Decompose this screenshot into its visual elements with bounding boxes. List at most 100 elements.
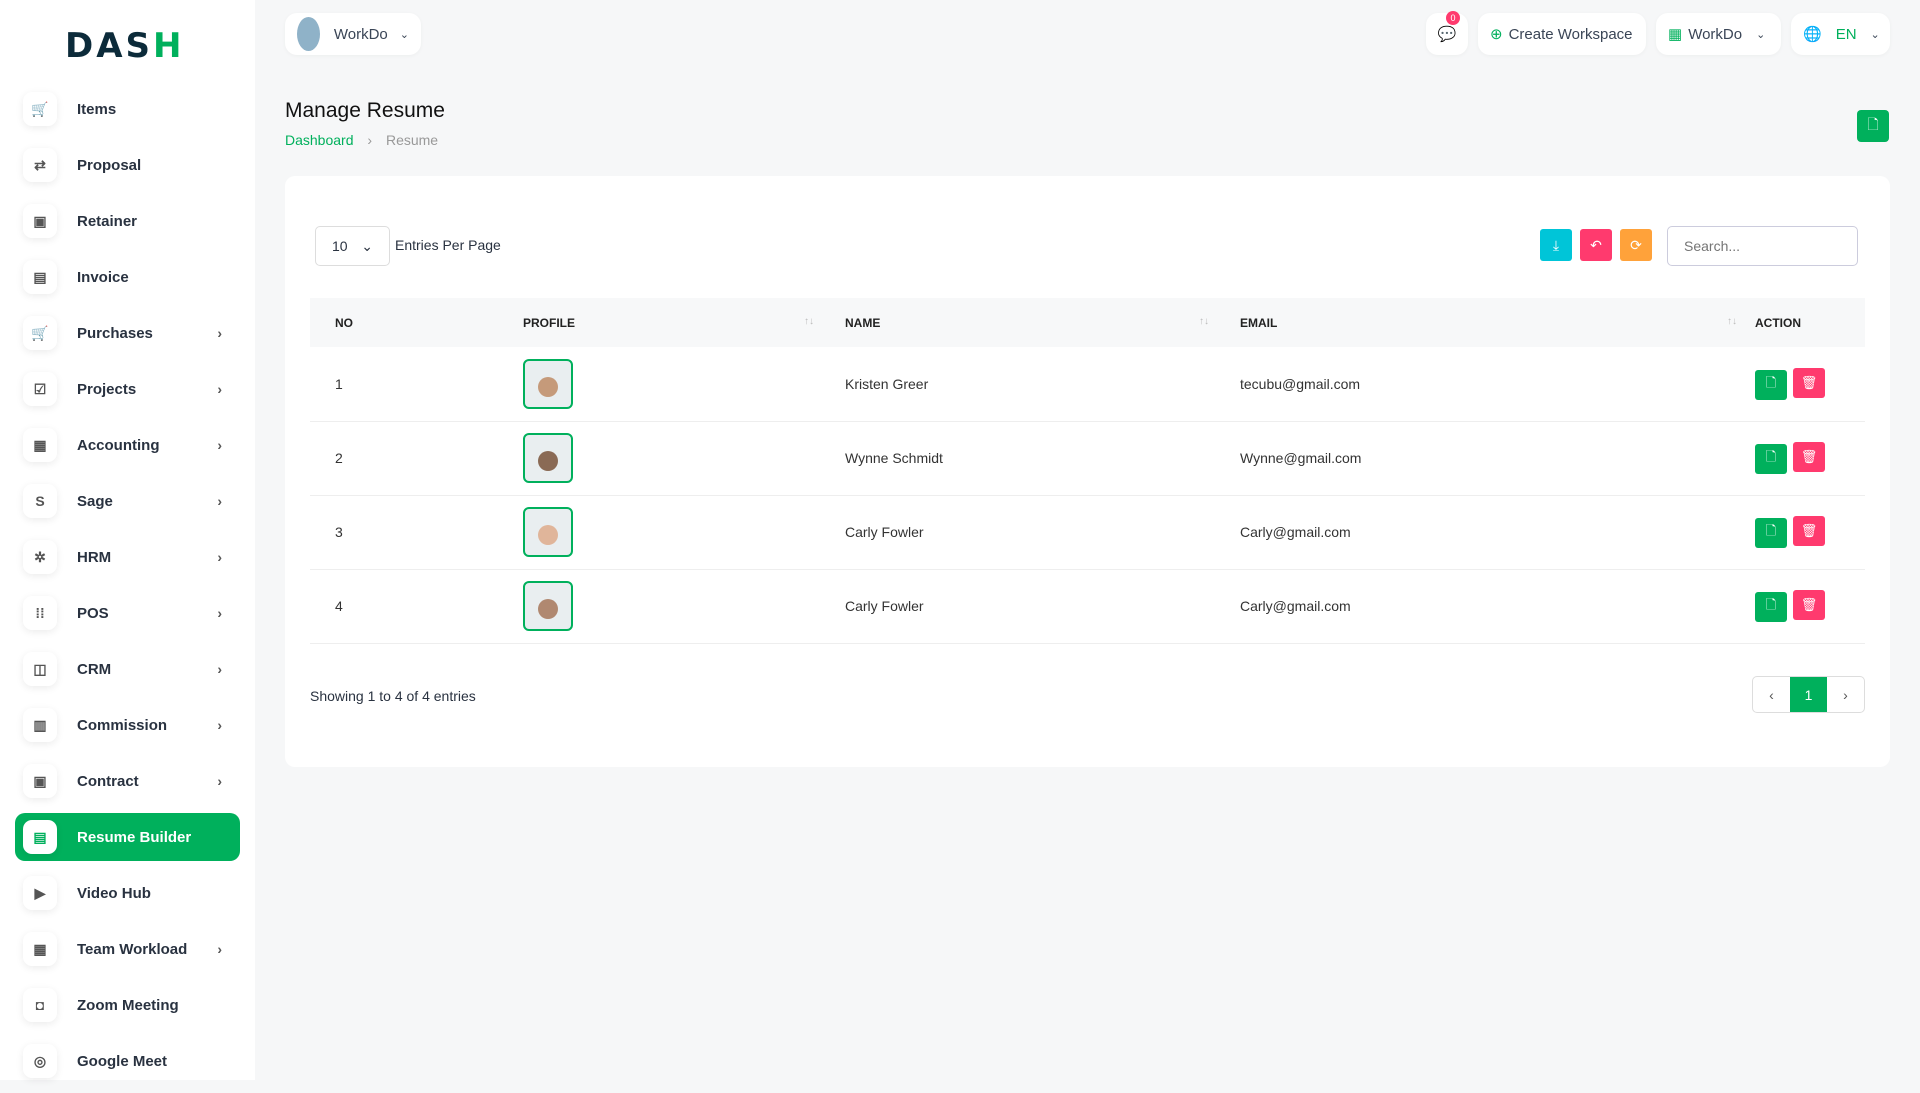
chevron-right-icon: › [217,325,222,341]
sidebar-item-crm[interactable]: ◫ CRM › [15,645,240,693]
row-no: 3 [310,495,498,570]
sidebar-item-label: POS [77,604,109,622]
workspace-name: WorkDo [333,25,388,43]
page-title: Manage Resume [285,99,445,122]
view-resume-button[interactable]: 🗋 [1755,369,1787,400]
layers-icon: ◫ [23,652,57,686]
delete-button[interactable]: 🗑 [1793,590,1825,620]
create-workspace-button[interactable]: ⊕ Create Workspace [1478,13,1646,55]
search-input[interactable] [1667,226,1858,266]
sidebar-item-pos[interactable]: ⁞⁞ POS › [15,589,240,637]
view-resume-button[interactable]: 🗋 [1755,518,1787,548]
workspace-switcher[interactable]: WorkDo ⌄ [285,13,421,55]
row-profile [498,347,820,422]
view-resume-button[interactable]: 🗋 [1755,444,1787,474]
col-no[interactable]: NO [310,298,498,347]
col-email-label: EMAIL [1240,315,1278,330]
undo-icon: ↶ [1590,236,1602,253]
col-profile[interactable]: PROFILE ↑↓ [498,298,820,347]
sidebar-item-label: Zoom Meeting [77,996,179,1014]
chevron-right-icon: › [217,493,222,509]
col-name[interactable]: NAME ↑↓ [820,298,1215,347]
table-row: 2 Wynne Schmidt Wynne@gmail.com 🗋 🗑 [310,421,1865,496]
video-icon: ▶ [23,876,57,910]
row-email: Carly@gmail.com [1215,495,1743,570]
page-1-button[interactable]: 1 [1790,677,1827,712]
row-no: 1 [310,347,498,422]
create-resume-button[interactable]: 🗋 [1857,110,1889,142]
row-email: tecubu@gmail.com [1215,347,1743,422]
download-icon: ⤓ [1552,236,1560,253]
sidebar-item-sage[interactable]: S Sage › [15,477,240,525]
sidebar-item-projects[interactable]: ☑ Projects › [15,365,240,413]
language-selector[interactable]: 🌐 EN ⌄ [1791,13,1890,55]
sidebar-item-label: Purchases [77,324,153,342]
col-name-label: NAME [845,315,881,330]
sidebar-item-zoom-meeting[interactable]: ◘ Zoom Meeting [15,981,240,1029]
save-icon: ▣ [23,204,57,238]
sidebar-item-hrm[interactable]: ✲ HRM › [15,533,240,581]
sidebar-item-video-hub[interactable]: ▶ Video Hub [15,869,240,917]
sidebar-item-accounting[interactable]: ▦ Accounting › [15,421,240,469]
apps-icon: ▦ [1668,26,1683,43]
sidebar-item-label: CRM [77,660,112,678]
entries-per-page-select[interactable]: 10 ⌄ [315,226,390,266]
reload-button[interactable]: ⟳ [1620,229,1652,261]
row-profile [498,569,820,644]
cart-icon: 🛒 [23,316,57,350]
view-resume-button[interactable]: 🗋 [1755,592,1787,622]
sidebar-item-label: Resume Builder [77,828,192,846]
calculator-icon: ▥ [23,708,57,742]
sidebar-item-invoice[interactable]: ▤ Invoice [15,253,240,301]
avatar [523,581,573,631]
sidebar-item-proposal[interactable]: ⇄ Proposal [15,141,240,189]
chevron-down-icon: ⌄ [361,237,373,254]
chevron-down-icon: ⌄ [1756,28,1766,41]
workspace-menu-label: WorkDo [1688,25,1743,43]
sidebar-item-commission[interactable]: ▥ Commission › [15,701,240,749]
delete-button[interactable]: 🗑 [1793,367,1825,398]
reset-button[interactable]: ↶ [1580,229,1612,261]
topbar: WorkDo ⌄ 💬 0 ⊕ Create Workspace ▦ WorkDo… [285,11,1890,57]
sidebar-item-team-workload[interactable]: ▦ Team Workload › [15,925,240,973]
sidebar-item-google-meet[interactable]: ◎ Google Meet [15,1037,240,1085]
next-page-button[interactable]: › [1843,686,1848,703]
delete-button[interactable]: 🗑 [1793,516,1825,546]
breadcrumb-current: Resume [385,132,439,148]
sidebar: DASH 🛒 Items ⇄ Proposal ▣ Retainer ▤ Invoice 🛒 Pu… [0,0,255,1080]
language-label: EN [1835,25,1857,43]
breadcrumb-dashboard[interactable]: Dashboard [285,132,354,148]
sidebar-item-label: Team Workload [77,940,188,958]
sidebar-item-label: Items [77,100,117,118]
file-icon: 🗋 [1867,116,1879,132]
chevron-right-icon: › [217,717,222,733]
workspace-menu[interactable]: ▦ WorkDo ⌄ [1656,13,1781,55]
messages-button[interactable]: 💬 0 [1426,11,1468,55]
breadcrumb: Dashboard › Resume [285,132,438,148]
sidebar-item-label: Video Hub [77,884,151,902]
sidebar-item-resume-builder[interactable]: ▤ Resume Builder [15,813,240,861]
chevron-right-icon: › [217,605,222,621]
chevron-right-icon: › [217,661,222,677]
sidebar-item-purchases[interactable]: 🛒 Purchases › [15,309,240,357]
row-no: 4 [310,569,498,644]
export-button[interactable]: ⤓ [1540,229,1572,261]
sidebar-item-label: Commission [77,716,168,734]
chat-icon: 💬 [1437,26,1457,43]
chevron-right-icon: › [217,773,222,789]
sidebar-item-items[interactable]: 🛒 Items [15,85,240,133]
delete-button[interactable]: 🗑 [1793,442,1825,472]
sidebar-item-contract[interactable]: ▣ Contract › [15,757,240,805]
message-count-badge: 0 [1446,11,1460,25]
sidebar-item-label: Accounting [77,436,160,454]
sidebar-item-label: Contract [77,772,139,790]
dash-logo[interactable]: DASH [65,26,185,66]
row-profile [498,495,820,570]
prev-page-button[interactable]: ‹ [1769,686,1774,703]
chevron-right-icon: › [217,381,222,397]
breadcrumb-separator-icon: › [367,132,373,148]
sidebar-item-retainer[interactable]: ▣ Retainer [15,197,240,245]
col-email[interactable]: EMAIL ↑↓ [1215,298,1743,347]
chevron-right-icon: › [217,941,222,957]
col-action: ACTION [1743,298,1865,347]
